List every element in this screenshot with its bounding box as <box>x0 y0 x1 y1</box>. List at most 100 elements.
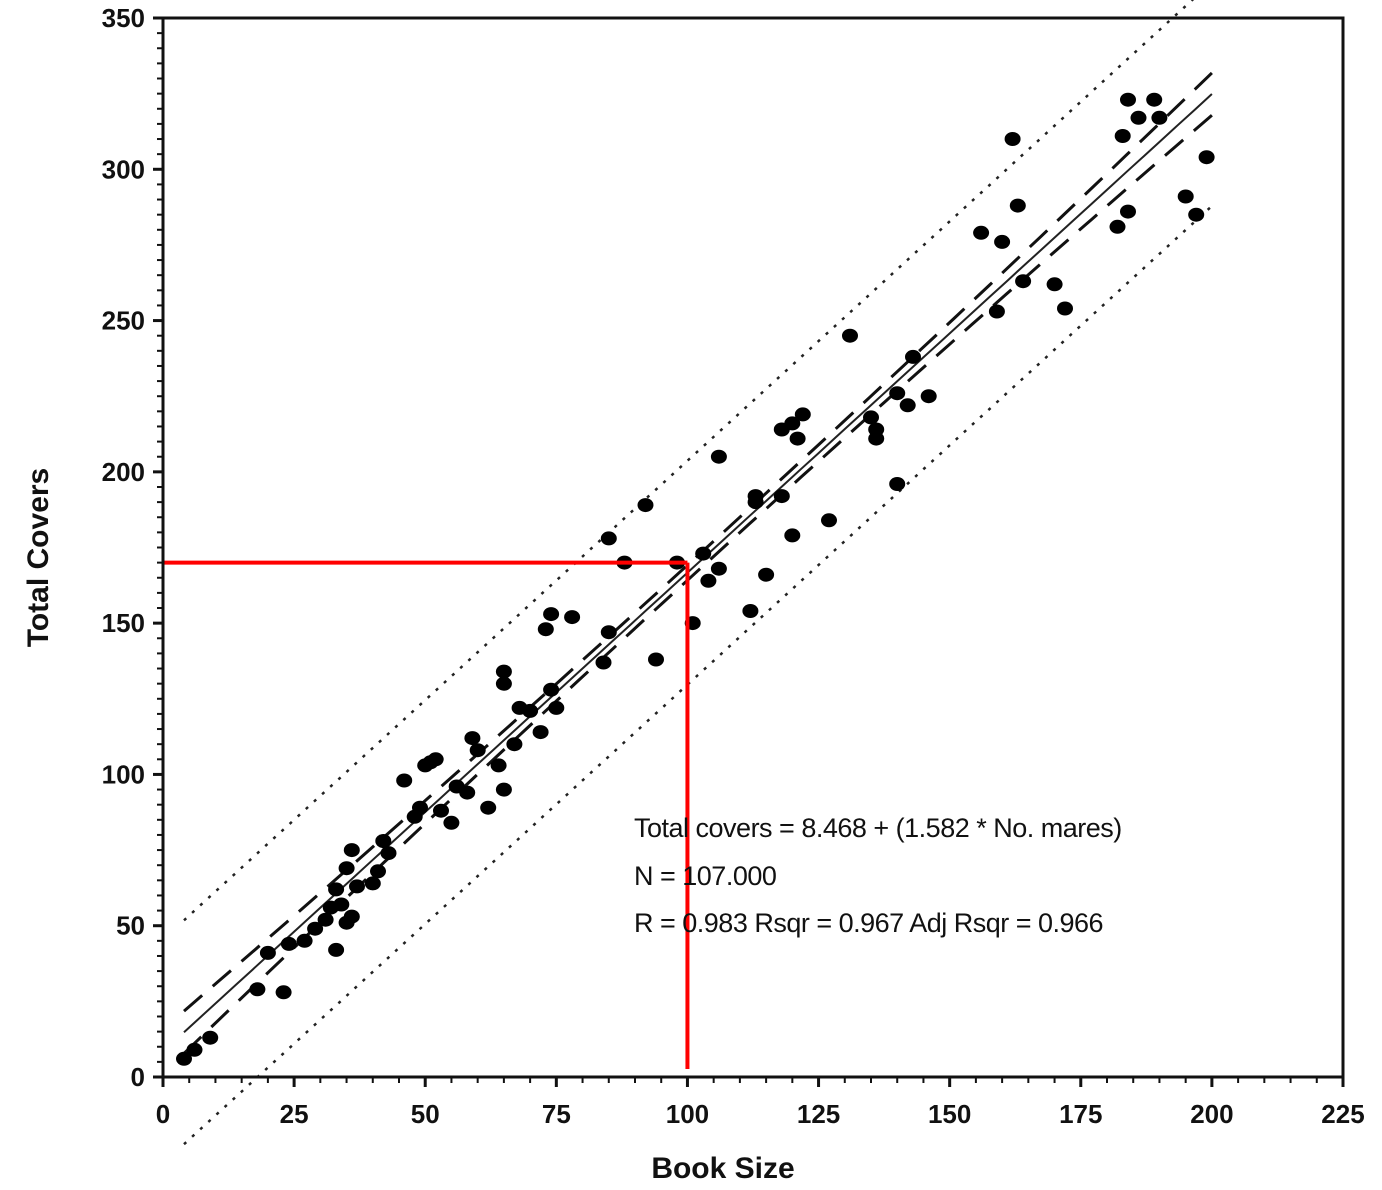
data-point <box>889 477 906 491</box>
data-point <box>396 773 413 788</box>
data-point <box>1114 129 1131 143</box>
data-point <box>742 604 759 618</box>
x-tick-label: 75 <box>542 1099 571 1129</box>
data-point <box>637 498 654 513</box>
data-point <box>1004 132 1021 146</box>
data-point <box>464 731 481 746</box>
data-point <box>307 921 324 936</box>
data-point <box>1109 219 1126 234</box>
data-point <box>1120 92 1136 107</box>
x-tick-label: 0 <box>156 1099 170 1129</box>
data-point <box>1177 189 1194 204</box>
x-tick-label: 150 <box>928 1099 971 1129</box>
data-point <box>495 782 512 797</box>
data-point <box>905 349 921 364</box>
data-point <box>1057 301 1073 316</box>
x-tick-label: 25 <box>280 1099 309 1129</box>
y-tick-label: 150 <box>102 608 145 638</box>
data-point <box>648 652 664 667</box>
data-point <box>784 416 801 431</box>
data-point <box>506 737 523 752</box>
data-point <box>1198 150 1215 165</box>
data-point <box>427 752 444 767</box>
data-point <box>794 407 811 422</box>
data-point <box>889 386 906 401</box>
data-point <box>459 785 476 800</box>
data-point <box>296 933 313 948</box>
data-point <box>543 682 560 697</box>
data-point <box>710 449 727 464</box>
data-point <box>469 743 486 758</box>
data-point <box>370 864 386 879</box>
data-point <box>443 815 460 830</box>
data-point <box>537 622 554 637</box>
data-point <box>343 843 360 858</box>
data-points <box>176 92 1215 1066</box>
y-tick-label: 350 <box>102 3 145 33</box>
data-point <box>375 834 392 848</box>
y-axis-title: Total Covers <box>22 468 55 648</box>
data-point <box>758 567 775 582</box>
y-tick-label: 250 <box>102 306 145 336</box>
data-point <box>1188 207 1205 222</box>
data-point <box>842 328 858 343</box>
data-point <box>868 431 885 446</box>
x-tick-label: 200 <box>1190 1099 1233 1129</box>
regression-line <box>183 93 1213 1033</box>
y-tick-label: 100 <box>102 759 145 789</box>
data-point <box>495 676 512 691</box>
data-point <box>600 531 617 546</box>
data-point <box>317 912 334 927</box>
data-point <box>994 234 1011 249</box>
chart-labels: 0 50 100 150 200 250 300 350 0 25 50 75 100 125 150 175… <box>22 3 1365 1185</box>
regression-annotation: Total covers = 8.468 + (1.582 * No. mare… <box>634 813 1122 843</box>
data-point <box>259 945 276 960</box>
prediction-band-upper <box>183 0 1195 922</box>
data-point <box>1120 204 1136 219</box>
y-tick-label: 0 <box>131 1062 145 1092</box>
x-tick-label: 100 <box>666 1099 709 1129</box>
data-point <box>1046 277 1063 292</box>
data-point <box>1009 198 1026 213</box>
x-tick-label: 125 <box>797 1099 840 1129</box>
data-point <box>275 985 292 1000</box>
data-point <box>564 610 581 625</box>
data-point <box>710 561 727 576</box>
data-point <box>333 897 350 912</box>
data-point <box>700 573 717 588</box>
y-tick-label: 300 <box>102 154 145 184</box>
data-point <box>249 982 266 997</box>
data-point <box>988 304 1005 319</box>
x-tick-label: 50 <box>411 1099 440 1129</box>
data-point <box>773 489 790 504</box>
x-tick-label: 175 <box>1059 1099 1102 1129</box>
axes <box>153 16 1345 1087</box>
data-point <box>343 909 360 924</box>
x-tick-label: 225 <box>1321 1099 1364 1129</box>
data-point <box>1015 274 1032 289</box>
data-point <box>1146 92 1163 107</box>
data-point <box>202 1030 219 1045</box>
reference-lines <box>163 560 690 1069</box>
y-tick-label: 200 <box>102 457 145 487</box>
data-point <box>328 882 345 897</box>
data-point <box>380 846 397 861</box>
data-point <box>548 700 565 715</box>
data-point <box>480 800 497 815</box>
data-point <box>490 758 507 773</box>
data-point <box>495 664 512 679</box>
data-point <box>186 1042 203 1057</box>
data-point <box>595 655 612 670</box>
data-point <box>433 803 449 818</box>
data-point <box>280 936 297 951</box>
data-point <box>176 1051 192 1066</box>
prediction-band-lower <box>183 205 1213 1146</box>
data-point <box>1151 110 1168 125</box>
data-point <box>349 879 365 894</box>
data-point <box>328 942 345 957</box>
data-point <box>543 607 560 622</box>
data-point <box>863 410 879 425</box>
data-point <box>784 528 801 543</box>
data-point <box>973 225 990 240</box>
